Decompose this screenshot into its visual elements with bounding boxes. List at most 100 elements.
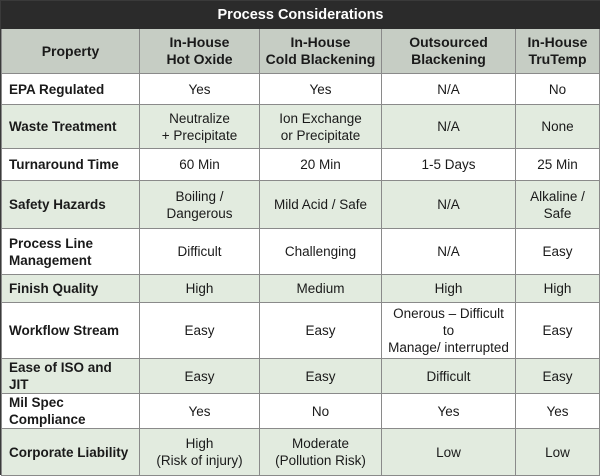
header-line: In-House (527, 34, 588, 50)
cell-line: Yes (188, 81, 211, 97)
cell-line: Medium (296, 281, 345, 296)
cell-line: Easy (184, 368, 215, 384)
cell-line: High (185, 436, 214, 451)
cell-line: High (434, 281, 463, 296)
cell-hot-oxide: Yes (139, 73, 260, 105)
cell-trutemp: Low (515, 428, 600, 476)
cell-property: Waste Treatment (1, 104, 140, 149)
cell-line: Alkaline / Safe (530, 188, 585, 221)
cell-line: Finish Quality (9, 281, 99, 296)
cell-line: N/A (437, 81, 460, 97)
cell-cold-blackening: Yes (259, 73, 382, 105)
cell-line: Process Line (9, 235, 94, 251)
header-hot-oxide: In-House Hot Oxide (139, 28, 260, 74)
cell-property: Corporate Liability (1, 428, 140, 476)
cell-line: No (548, 81, 567, 97)
cell-cold-blackening: Medium (259, 274, 382, 303)
cell-line: + Precipitate (161, 127, 238, 143)
header-line: Cold Blackening (265, 51, 376, 67)
table-row: Turnaround Time 60 Min 20 Min 1-5 Days 25 Mi… (1, 148, 600, 181)
cell-line: No (311, 403, 330, 419)
cell-trutemp: Easy (515, 302, 600, 359)
header-line: In-House (169, 34, 230, 50)
cell-line: Dangerous (166, 205, 233, 221)
cell-line: Yes (546, 403, 569, 419)
header-line: In-House (290, 34, 351, 50)
cell-line: Easy (542, 368, 573, 384)
header-line: Outsourced (409, 34, 488, 50)
cell-line: High (543, 281, 572, 296)
cell-hot-oxide: Easy (139, 358, 260, 394)
cell-line: Easy (305, 323, 336, 338)
cell-property: Turnaround Time (1, 148, 140, 181)
table-row: Finish Quality High Medium High High (1, 274, 600, 303)
cell-line: N/A (437, 197, 460, 212)
cell-line: Workflow Stream (9, 323, 120, 338)
cell-property: Ease of ISO and JIT (1, 358, 140, 394)
cell-line: N/A (437, 119, 460, 134)
header-cold-blackening: In-House Cold Blackening (259, 28, 382, 74)
table-row: Corporate Liability High (Risk of injury) M… (1, 428, 600, 476)
cell-hot-oxide: High (139, 274, 260, 303)
table-row: Process Line Management Difficult Challengi… (1, 228, 600, 275)
header-property: Property (1, 28, 140, 74)
cell-hot-oxide: Difficult (139, 228, 260, 275)
header-line: Blackening (411, 51, 486, 67)
cell-line: Mild Acid / Safe (273, 197, 368, 212)
cell-line: N/A (437, 244, 460, 259)
cell-trutemp: None (515, 104, 600, 149)
cell-cold-blackening: Easy (259, 358, 382, 394)
cell-property: Process Line Management (1, 228, 140, 275)
cell-line: Ease of ISO and JIT (9, 360, 112, 392)
cell-line: Ion Exchange (279, 110, 362, 126)
cell-outsourced: Difficult (381, 358, 516, 394)
table-row: Ease of ISO and JIT Easy Easy Difficult Easy (1, 358, 600, 394)
cell-line: (Risk of injury) (156, 453, 243, 468)
cell-line: Management (9, 252, 92, 268)
cell-cold-blackening: Moderate (Pollution Risk) (259, 428, 382, 476)
table-body: EPA Regulated Yes Yes N/A No Waste Treatment N… (1, 73, 600, 476)
cell-line: Yes (309, 81, 332, 97)
cell-cold-blackening: Ion Exchange or Precipitate (259, 104, 382, 149)
cell-line: Yes (437, 403, 460, 419)
cell-trutemp: Easy (515, 358, 600, 394)
cell-line: 20 Min (300, 157, 341, 172)
cell-line: Turnaround Time (9, 157, 119, 172)
cell-hot-oxide: 60 Min (139, 148, 260, 181)
cell-line: Onerous – Difficult to (393, 306, 504, 338)
cell-line: 25 Min (537, 157, 578, 172)
header-row: Property In-House Hot Oxide In-House Col… (1, 28, 600, 74)
header-trutemp: In-House TruTemp (515, 28, 600, 74)
cell-outsourced: N/A (381, 73, 516, 105)
cell-line: None (541, 119, 574, 134)
cell-hot-oxide: Neutralize + Precipitate (139, 104, 260, 149)
cell-outsourced: High (381, 274, 516, 303)
cell-property: Finish Quality (1, 274, 140, 303)
cell-hot-oxide: Yes (139, 393, 260, 429)
cell-line: Low (545, 444, 570, 460)
table-row: Workflow Stream Easy Easy Onerous – Difficu… (1, 302, 600, 359)
cell-line: Neutralize (169, 110, 230, 126)
cell-line: Difficult (177, 244, 222, 259)
cell-outsourced: Yes (381, 393, 516, 429)
cell-property: Safety Hazards (1, 180, 140, 229)
cell-hot-oxide: Easy (139, 302, 260, 359)
cell-outsourced: N/A (381, 180, 516, 229)
cell-line: Boiling / (175, 188, 224, 204)
cell-outsourced: Low (381, 428, 516, 476)
cell-outsourced: N/A (381, 228, 516, 275)
cell-line: Easy (542, 244, 573, 259)
cell-property: EPA Regulated (1, 73, 140, 105)
cell-outsourced: N/A (381, 104, 516, 149)
cell-line: Manage/ interrupted (388, 340, 509, 355)
cell-hot-oxide: Boiling / Dangerous (139, 180, 260, 229)
cell-line: or Precipitate (280, 127, 361, 143)
cell-line: Mil Spec Compliance (9, 395, 86, 427)
cell-cold-blackening: Easy (259, 302, 382, 359)
cell-line: 60 Min (179, 157, 220, 172)
cell-line: 1-5 Days (421, 157, 476, 172)
cell-line: Corporate Liability (9, 444, 129, 460)
cell-line: Safety Hazards (9, 197, 106, 212)
